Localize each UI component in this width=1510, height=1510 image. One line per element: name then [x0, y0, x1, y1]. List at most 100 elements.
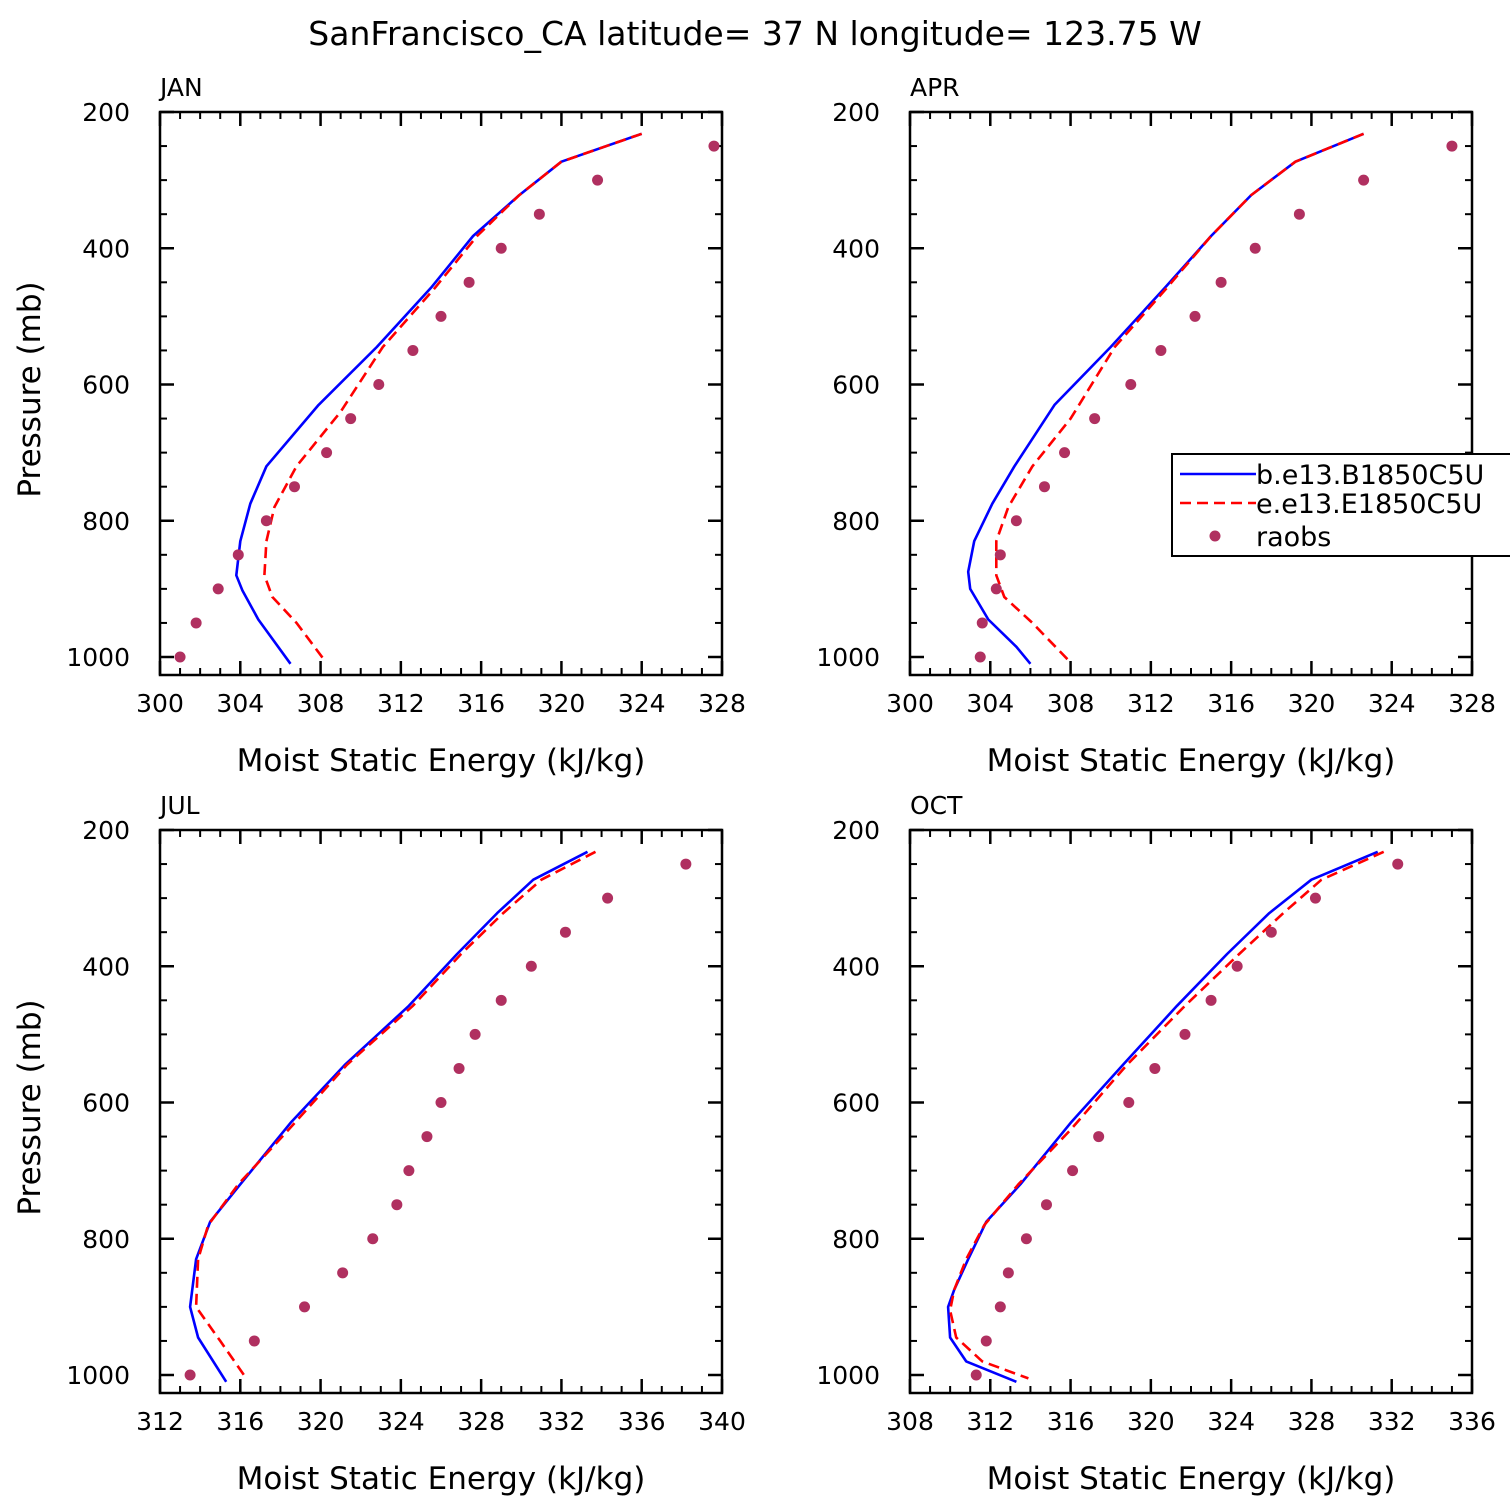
raobs-point — [970, 1369, 982, 1381]
y-tick-label: 800 — [82, 507, 130, 536]
x-tick-label: 308 — [297, 689, 345, 718]
raobs-point — [1010, 515, 1022, 527]
y-tick-label: 600 — [832, 371, 880, 400]
x-tick-label: 320 — [538, 689, 586, 718]
raobs-point — [260, 515, 272, 527]
raobs-point — [680, 858, 692, 870]
y-tick-label: 800 — [82, 1225, 130, 1254]
y-tick-label: 200 — [832, 98, 880, 127]
legend-entry: e.e13.E1850C5U — [1180, 489, 1482, 520]
raobs-point — [1020, 1233, 1032, 1245]
x-tick-label: 320 — [1127, 1407, 1175, 1436]
raobs-point — [288, 481, 300, 493]
raobs-point — [190, 617, 202, 629]
x-tick-label: 324 — [1368, 689, 1416, 718]
series-raobs — [974, 140, 1458, 663]
panel-jan: JAN 300 304 308 312 316 320 324 328 200 400 600 800 1… — [12, 73, 746, 779]
raobs-point — [299, 1301, 311, 1313]
y-tick-label: 200 — [82, 816, 130, 845]
raobs-point — [463, 276, 475, 288]
plot-area — [184, 850, 692, 1383]
series-line-b-e13-b1850c5u — [235, 132, 643, 665]
panel-oct: OCT 308 312 316 320 324 328 332 336 200 400 600 800 1… — [816, 791, 1495, 1497]
x-tick-label: 316 — [1047, 1407, 1095, 1436]
legend-entry: b.e13.B1850C5U — [1180, 460, 1484, 491]
y-tick-label: 400 — [82, 234, 130, 263]
raobs-point — [391, 1199, 403, 1211]
raobs-point — [559, 926, 571, 938]
raobs-point — [1089, 413, 1101, 425]
x-tick-label: 328 — [1288, 1407, 1336, 1436]
raobs-point — [337, 1267, 349, 1279]
raobs-point — [976, 617, 988, 629]
y-tick-label: 600 — [832, 1089, 880, 1118]
y-axis-label: Pressure (mb) — [12, 999, 48, 1215]
raobs-point — [980, 1335, 992, 1347]
x-axis-label: Moist Static Energy (kJ/kg) — [987, 1461, 1396, 1497]
raobs-point — [407, 344, 419, 356]
panel-title: OCT — [910, 791, 963, 820]
figure-title: SanFrancisco_CA latitude= 37 N longitude… — [308, 14, 1201, 53]
raobs-point — [1179, 1028, 1191, 1040]
x-tick-label: 312 — [377, 689, 425, 718]
raobs-point — [974, 651, 986, 663]
raobs-point — [1293, 208, 1305, 220]
raobs-point — [1123, 1097, 1135, 1108]
x-tick-label: 316 — [457, 689, 505, 718]
raobs-point — [708, 140, 720, 152]
raobs-point — [345, 413, 357, 425]
raobs-point — [174, 651, 186, 663]
raobs-point — [435, 310, 447, 322]
raobs-point — [1040, 1199, 1052, 1211]
raobs-point — [1155, 344, 1167, 356]
x-axis-label: Moist Static Energy (kJ/kg) — [237, 743, 646, 779]
x-tick-label: 320 — [297, 1407, 345, 1436]
raobs-point — [1249, 242, 1261, 254]
panel-jul: JUL 312 316 320 324 328 332 336 340 200 400 600 800 1… — [12, 791, 746, 1497]
x-tick-label: 312 — [1127, 689, 1175, 718]
x-axis-label: Moist Static Energy (kJ/kg) — [237, 1461, 646, 1497]
raobs-point — [232, 549, 244, 561]
raobs-point — [1309, 892, 1321, 904]
raobs-point — [1189, 310, 1201, 322]
raobs-point — [1038, 481, 1050, 493]
x-tick-label: 308 — [1047, 689, 1095, 718]
x-tick-label: 320 — [1288, 689, 1336, 718]
raobs-point — [994, 1301, 1006, 1313]
series-raobs — [970, 858, 1404, 1381]
series-raobs — [174, 140, 720, 663]
raobs-point — [1059, 447, 1071, 459]
y-tick-label: 1000 — [816, 643, 880, 672]
y-tick-label: 400 — [832, 952, 880, 981]
raobs-point — [1231, 960, 1243, 972]
raobs-point — [994, 549, 1006, 561]
series-line-e-e13-e1850c5u — [948, 850, 1385, 1380]
x-tick-label: 304 — [216, 689, 264, 718]
x-tick-label: 340 — [698, 1407, 746, 1436]
y-tick-label: 1000 — [66, 643, 130, 672]
x-tick-label: 328 — [457, 1407, 505, 1436]
y-tick-label: 800 — [832, 1225, 880, 1254]
raobs-point — [525, 960, 537, 972]
x-tick-label: 312 — [966, 1407, 1014, 1436]
x-tick-label: 324 — [1207, 1407, 1255, 1436]
raobs-point — [1446, 140, 1458, 152]
x-tick-label: 336 — [1448, 1407, 1496, 1436]
x-tick-label: 312 — [136, 1407, 184, 1436]
x-tick-label: 316 — [1207, 689, 1255, 718]
panel-title: APR — [910, 73, 960, 102]
raobs-point — [602, 892, 614, 904]
y-tick-label: 400 — [832, 234, 880, 263]
raobs-point — [367, 1233, 379, 1245]
y-tick-label: 200 — [82, 98, 130, 127]
x-tick-label: 324 — [618, 689, 666, 718]
legend-label: b.e13.B1850C5U — [1256, 460, 1484, 491]
raobs-point — [1002, 1267, 1014, 1279]
x-axis-label: Moist Static Energy (kJ/kg) — [987, 743, 1396, 779]
raobs-point — [495, 994, 507, 1006]
raobs-point — [453, 1062, 465, 1074]
legend-marker — [1209, 530, 1221, 542]
panels: JAN 300 304 308 312 316 320 324 328 200 400 600 800 1… — [12, 73, 1496, 1497]
x-tick-label: 328 — [698, 689, 746, 718]
